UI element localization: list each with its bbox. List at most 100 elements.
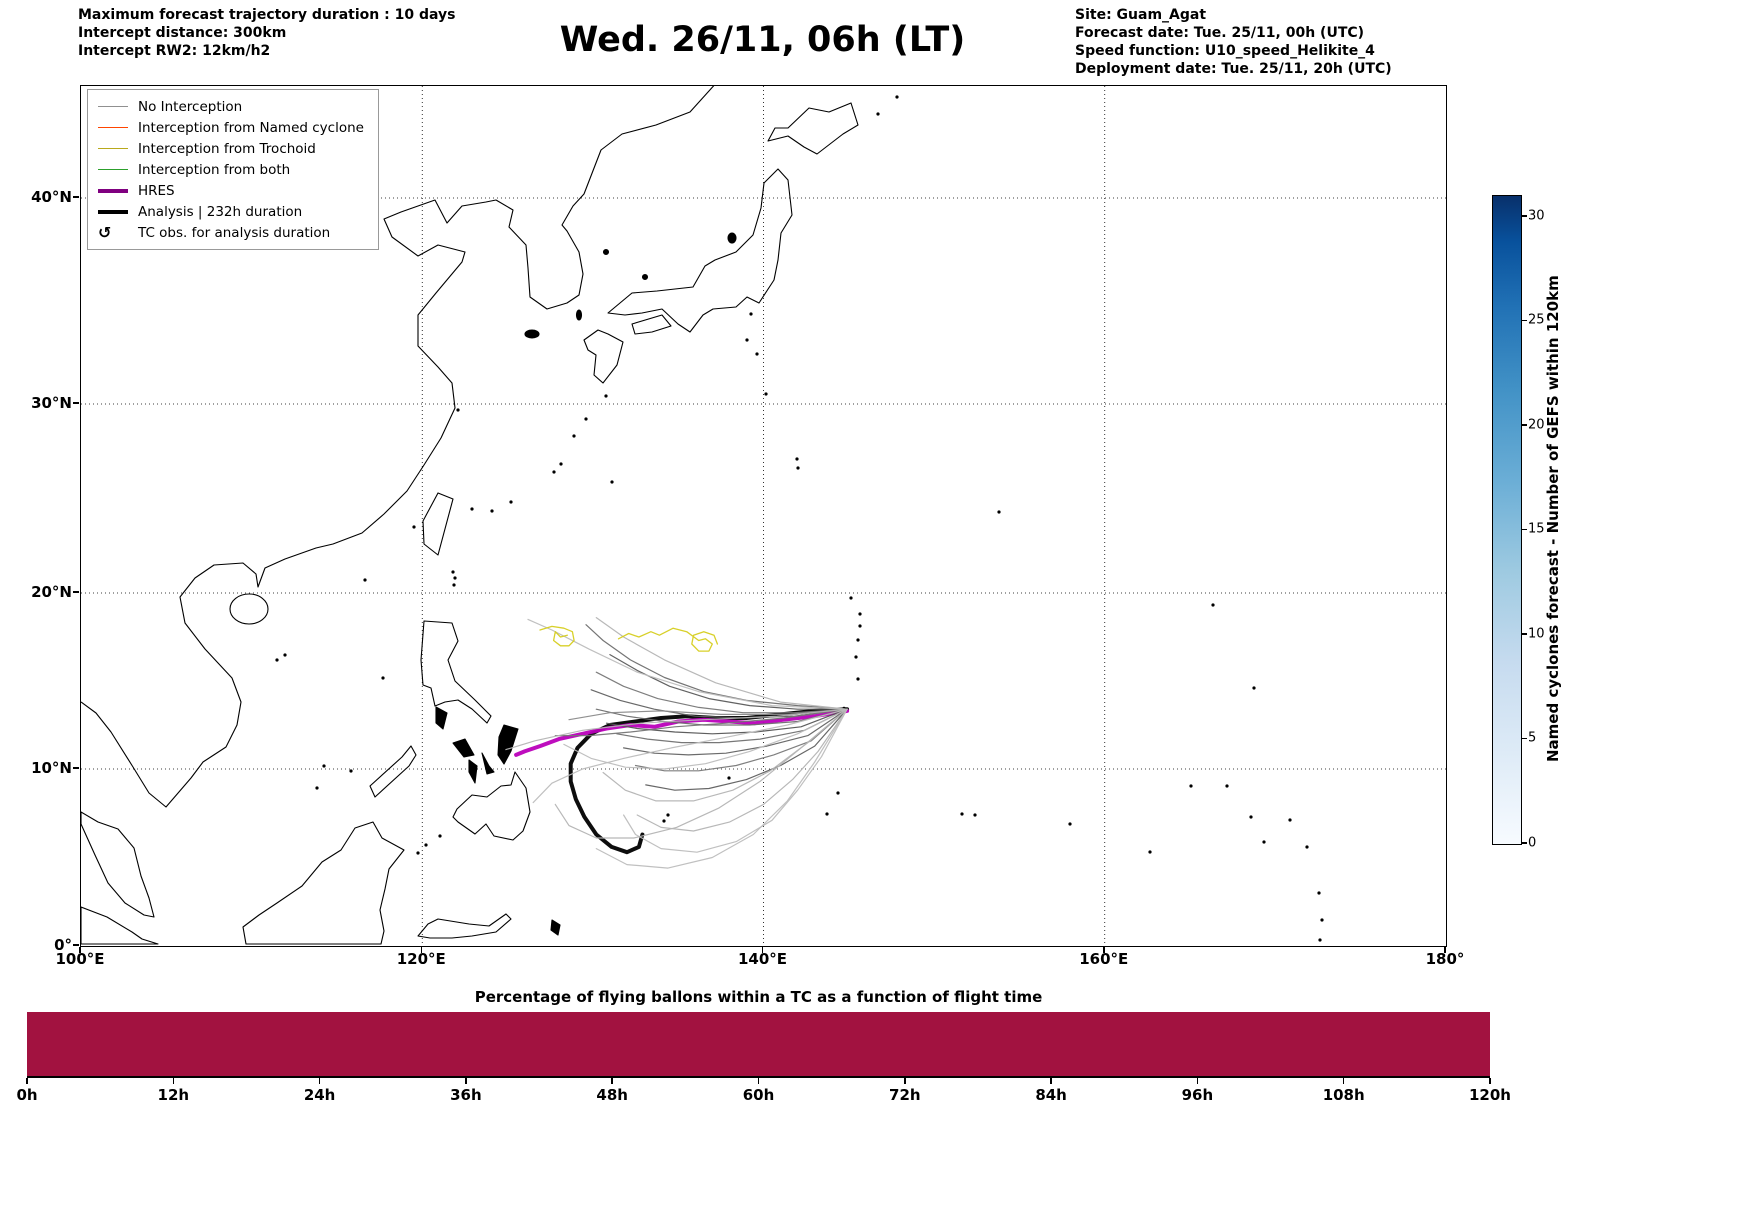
- colorbar-label: Named cyclones forecast - Number of GEFS…: [1544, 275, 1562, 763]
- legend-swatch: [98, 126, 128, 129]
- map-legend: No Interception Interception from Named …: [87, 89, 379, 250]
- x-axis-tick-label: 100°E: [55, 950, 105, 968]
- colorbar-tick-label: 15: [1528, 521, 1545, 537]
- bottom-chart-bar: [27, 1012, 1490, 1076]
- colorbar-tick-label: 30: [1528, 208, 1545, 224]
- legend-label: Interception from both: [138, 161, 291, 178]
- page-title: Wed. 26/11, 06h (LT): [559, 20, 966, 60]
- colorbar-tick-label: 0: [1528, 835, 1537, 851]
- tc-obs-icon: ↺: [98, 222, 112, 242]
- legend-row: HRES: [98, 180, 364, 201]
- y-axis-tick-label: 10°N: [31, 759, 72, 777]
- x-axis-tick-label: 160°E: [1079, 950, 1129, 968]
- legend-label: Analysis | 232h duration: [138, 203, 303, 220]
- colorbar-tick-label: 5: [1528, 730, 1537, 746]
- tick-mark: [73, 591, 79, 593]
- y-axis-tick-label: 40°N: [31, 188, 72, 206]
- legend-swatch: [98, 147, 128, 150]
- legend-line-swatch: [98, 188, 128, 193]
- tick-mark: [1103, 947, 1105, 953]
- legend-swatch: [98, 209, 128, 214]
- tick-mark: [1521, 737, 1527, 740]
- tick-mark: [1521, 528, 1527, 531]
- tick-mark: [904, 1078, 906, 1084]
- legend-line-swatch: [98, 168, 128, 171]
- colorbar-tick-label: 25: [1528, 312, 1545, 328]
- bottom-x-tick-label: 12h: [157, 1086, 190, 1104]
- map-panel: No Interception Interception from Named …: [80, 85, 1447, 947]
- legend-row: Interception from both: [98, 159, 364, 180]
- legend-swatch: [98, 168, 128, 171]
- x-axis-tick-label: 180°: [1425, 950, 1465, 968]
- header-right: Site: Guam_Agat Forecast date: Tue. 25/1…: [1075, 6, 1392, 78]
- tick-mark: [73, 944, 79, 946]
- colorbar: [1492, 195, 1522, 845]
- legend-label: HRES: [138, 182, 175, 199]
- tick-mark: [1444, 947, 1446, 953]
- tick-mark: [73, 767, 79, 769]
- header-left-line-1: Maximum forecast trajectory duration : 1…: [78, 7, 456, 23]
- legend-label: No Interception: [138, 98, 243, 115]
- legend-label: Interception from Named cyclone: [138, 119, 364, 136]
- header-left-line-2: Intercept distance: 300km: [78, 25, 287, 41]
- header-left-line-3: Intercept RW2: 12km/h2: [78, 43, 271, 59]
- tick-mark: [172, 1078, 175, 1084]
- tick-mark: [465, 1078, 467, 1084]
- legend-swatch: [98, 188, 128, 193]
- legend-swatch: [98, 105, 128, 108]
- legend-row: ↺ TC obs. for analysis duration: [98, 222, 364, 243]
- tick-mark: [1342, 1078, 1345, 1084]
- legend-line-swatch: [98, 147, 128, 150]
- tick-mark: [1521, 424, 1527, 426]
- bottom-x-tick-label: 0h: [16, 1086, 38, 1104]
- tick-mark: [318, 1078, 321, 1084]
- bottom-x-tick-label: 48h: [596, 1086, 628, 1104]
- y-axis-tick-label: 20°N: [31, 583, 72, 601]
- legend-row: Interception from Named cyclone: [98, 117, 364, 138]
- tick-mark: [73, 196, 79, 198]
- legend-row: No Interception: [98, 96, 364, 117]
- colorbar-tick-label: 20: [1528, 417, 1545, 433]
- bottom-x-tick-label: 72h: [889, 1086, 921, 1104]
- colorbar-tick-label: 10: [1528, 626, 1545, 642]
- legend-line-swatch: [98, 209, 128, 214]
- legend-line-swatch: [98, 126, 128, 129]
- tick-mark: [1489, 1078, 1491, 1084]
- bottom-x-tick-label: 36h: [450, 1086, 482, 1104]
- bottom-x-tick-label: 108h: [1322, 1086, 1365, 1104]
- bottom-x-tick-label: 24h: [303, 1086, 336, 1104]
- bottom-x-tick-label: 120h: [1469, 1086, 1511, 1104]
- header-right-line-2: Forecast date: Tue. 25/11, 00h (UTC): [1075, 25, 1365, 41]
- tick-mark: [1050, 1078, 1052, 1084]
- legend-line-swatch: [98, 105, 128, 108]
- tick-mark: [761, 947, 764, 953]
- tick-mark: [79, 947, 81, 953]
- tick-mark: [757, 1078, 760, 1084]
- tick-mark: [1196, 1078, 1199, 1084]
- tick-mark: [1521, 633, 1527, 635]
- bottom-x-tick-label: 96h: [1181, 1086, 1214, 1104]
- bottom-chart-plot: [27, 1012, 1490, 1078]
- y-axis-tick-label: 30°N: [31, 394, 72, 412]
- tick-mark: [73, 402, 79, 404]
- tick-mark: [1521, 319, 1527, 322]
- tick-mark: [1521, 842, 1527, 844]
- tick-mark: [26, 1078, 28, 1084]
- x-axis-tick-label: 140°E: [737, 950, 788, 968]
- legend-label: Interception from Trochoid: [138, 140, 316, 157]
- map-canvas: [81, 86, 1446, 946]
- tick-mark: [420, 947, 422, 953]
- header-right-line-3: Speed function: U10_speed_Helikite_4: [1075, 43, 1375, 59]
- tick-mark: [1521, 215, 1527, 217]
- header-right-line-4: Deployment date: Tue. 25/11, 20h (UTC): [1075, 61, 1392, 77]
- bottom-x-tick-label: 84h: [1035, 1086, 1067, 1104]
- y-axis-tick-label: 0°: [54, 936, 72, 954]
- tick-mark: [611, 1078, 613, 1084]
- bottom-x-tick-label: 60h: [742, 1086, 775, 1104]
- x-axis-tick-label: 120°E: [396, 950, 446, 968]
- legend-row: Interception from Trochoid: [98, 138, 364, 159]
- header-right-line-1: Site: Guam_Agat: [1075, 7, 1207, 23]
- legend-row: Analysis | 232h duration: [98, 201, 364, 222]
- bottom-chart-title: Percentage of flying ballons within a TC…: [474, 988, 1043, 1006]
